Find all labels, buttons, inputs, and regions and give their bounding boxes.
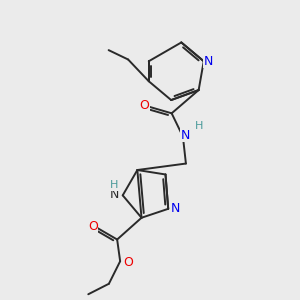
Text: O: O xyxy=(88,220,98,232)
Text: O: O xyxy=(124,256,133,269)
Text: N: N xyxy=(181,129,190,142)
Text: H: H xyxy=(194,121,203,131)
Text: N: N xyxy=(110,188,119,201)
Text: N: N xyxy=(171,202,180,215)
Text: O: O xyxy=(139,99,149,112)
Text: N: N xyxy=(203,55,213,68)
Text: H: H xyxy=(110,180,119,190)
